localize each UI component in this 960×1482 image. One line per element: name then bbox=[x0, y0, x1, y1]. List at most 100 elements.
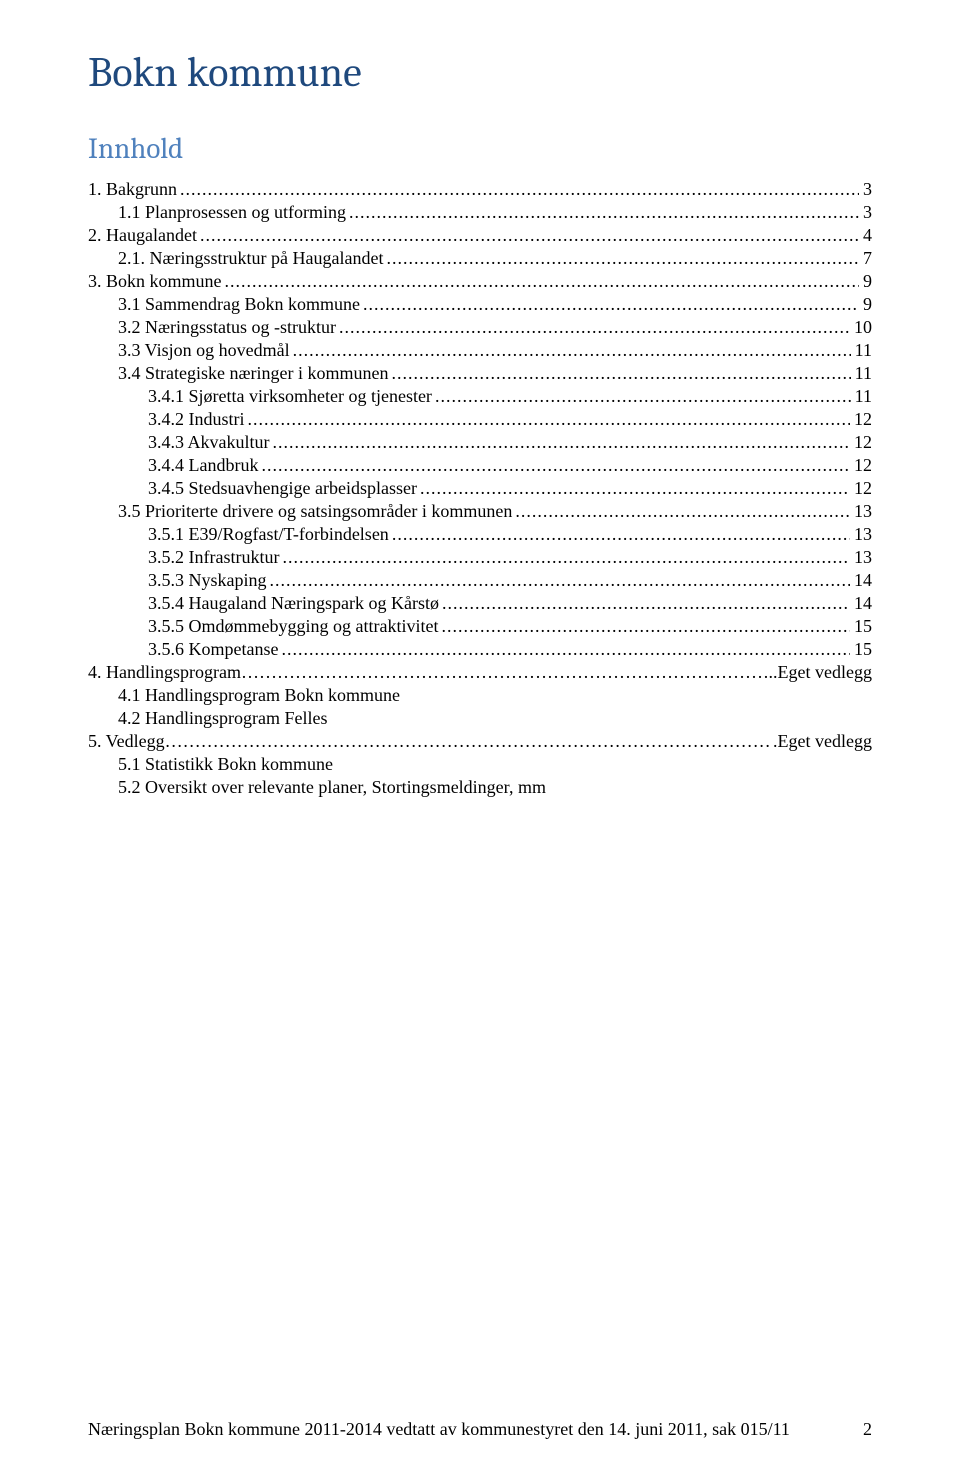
toc-page: 15 bbox=[853, 617, 872, 635]
toc-entry: 3.5.4 Haugaland Næringspark og Kårstø 14 bbox=[148, 594, 872, 612]
toc-leader bbox=[180, 180, 859, 198]
toc-label: 3.4.3 Akvakultur bbox=[148, 433, 270, 451]
toc-page: 14 bbox=[853, 594, 872, 612]
toc-leader bbox=[165, 732, 772, 750]
toc-entry: 3.5.5 Omdømmebygging og attraktivitet 15 bbox=[148, 617, 872, 635]
toc-label: 3.2 Næringsstatus og -struktur bbox=[118, 318, 336, 336]
toc-label: 3.5.3 Nyskaping bbox=[148, 571, 267, 589]
toc-entry: 1. Bakgrunn 3 bbox=[88, 180, 872, 198]
toc-page: 4 bbox=[862, 226, 872, 244]
toc-page: 11 bbox=[854, 387, 872, 405]
toc-leader bbox=[273, 433, 851, 451]
toc-leader bbox=[386, 249, 859, 267]
toc-page: ..Eget vedlegg bbox=[768, 663, 872, 681]
toc-leader bbox=[391, 364, 850, 382]
toc-label: 5. Vedlegg bbox=[88, 732, 165, 750]
toc-entry: 5. Vedlegg .Eget vedlegg bbox=[88, 732, 872, 750]
toc-leader bbox=[200, 226, 859, 244]
toc-entry: 4.2 Handlingsprogram Felles bbox=[118, 709, 872, 727]
toc-label: 3.4.5 Stedsuavhengige arbeidsplasser bbox=[148, 479, 417, 497]
toc-label: 3.4 Strategiske næringer i kommunen bbox=[118, 364, 388, 382]
toc-page: 12 bbox=[853, 410, 872, 428]
toc-entry: 3.4 Strategiske næringer i kommunen 11 bbox=[118, 364, 872, 382]
toc-page: 3 bbox=[862, 203, 872, 221]
toc-entry: 2.1. Næringsstruktur på Haugalandet 7 bbox=[118, 249, 872, 267]
toc-leader bbox=[442, 594, 850, 612]
toc-entry: 3.3 Visjon og hovedmål 11 bbox=[118, 341, 872, 359]
toc-page: 10 bbox=[853, 318, 872, 336]
toc-entry: 3. Bokn kommune 9 bbox=[88, 272, 872, 290]
toc-leader bbox=[515, 502, 850, 520]
toc-label: 2. Haugalandet bbox=[88, 226, 197, 244]
toc-leader bbox=[293, 341, 851, 359]
toc-entry: 3.4.1 Sjøretta virksomheter og tjenester… bbox=[148, 387, 872, 405]
toc-page: 14 bbox=[853, 571, 872, 589]
toc-entry: 3.5.2 Infrastruktur 13 bbox=[148, 548, 872, 566]
toc-label: 4. Handlingsprogram bbox=[88, 663, 241, 681]
toc-entry: 4.1 Handlingsprogram Bokn kommune bbox=[118, 686, 872, 704]
table-of-contents: 1. Bakgrunn 31.1 Planprosessen og utform… bbox=[88, 180, 872, 796]
page-number: 2 bbox=[863, 1419, 872, 1440]
toc-entry: 1.1 Planprosessen og utforming 3 bbox=[118, 203, 872, 221]
toc-label: 3.5 Prioriterte drivere og satsingsområd… bbox=[118, 502, 512, 520]
toc-label: 5.1 Statistikk Bokn kommune bbox=[118, 755, 333, 773]
toc-entry: 5.1 Statistikk Bokn kommune bbox=[118, 755, 872, 773]
toc-entry: 4. Handlingsprogram ..Eget vedlegg bbox=[88, 663, 872, 681]
toc-page: 12 bbox=[853, 456, 872, 474]
toc-label: 1. Bakgrunn bbox=[88, 180, 177, 198]
toc-page: 9 bbox=[862, 295, 872, 313]
toc-label: 4.2 Handlingsprogram Felles bbox=[118, 709, 327, 727]
toc-page: 11 bbox=[854, 364, 872, 382]
toc-page: 7 bbox=[862, 249, 872, 267]
toc-leader bbox=[435, 387, 851, 405]
toc-entry: 3.5.3 Nyskaping 14 bbox=[148, 571, 872, 589]
toc-leader bbox=[270, 571, 851, 589]
toc-page: 9 bbox=[862, 272, 872, 290]
toc-page: .Eget vedlegg bbox=[772, 732, 872, 750]
toc-label: 3.4.2 Industri bbox=[148, 410, 245, 428]
toc-label: 3.3 Visjon og hovedmål bbox=[118, 341, 290, 359]
toc-label: 3.5.6 Kompetanse bbox=[148, 640, 278, 658]
toc-leader bbox=[282, 548, 850, 566]
toc-leader bbox=[349, 203, 859, 221]
toc-label: 1.1 Planprosessen og utforming bbox=[118, 203, 346, 221]
toc-page: 12 bbox=[853, 479, 872, 497]
toc-label: 2.1. Næringsstruktur på Haugalandet bbox=[118, 249, 383, 267]
toc-entry: 3.5.6 Kompetanse 15 bbox=[148, 640, 872, 658]
toc-entry: 3.5.1 E39/Rogfast/T-forbindelsen 13 bbox=[148, 525, 872, 543]
toc-leader bbox=[339, 318, 850, 336]
toc-entry: 3.4.2 Industri 12 bbox=[148, 410, 872, 428]
toc-page: 13 bbox=[853, 548, 872, 566]
toc-label: 3.5.5 Omdømmebygging og attraktivitet bbox=[148, 617, 438, 635]
toc-entry: 5.2 Oversikt over relevante planer, Stor… bbox=[118, 778, 872, 796]
toc-page: 12 bbox=[853, 433, 872, 451]
toc-entry: 3.1 Sammendrag Bokn kommune 9 bbox=[118, 295, 872, 313]
toc-page: 13 bbox=[853, 502, 872, 520]
footer-text: Næringsplan Bokn kommune 2011-2014 vedta… bbox=[88, 1419, 790, 1440]
toc-leader bbox=[281, 640, 850, 658]
toc-label: 3.1 Sammendrag Bokn kommune bbox=[118, 295, 360, 313]
toc-leader bbox=[441, 617, 850, 635]
toc-leader bbox=[392, 525, 850, 543]
toc-label: 3. Bokn kommune bbox=[88, 272, 222, 290]
toc-entry: 3.2 Næringsstatus og -struktur 10 bbox=[118, 318, 872, 336]
toc-page: 13 bbox=[853, 525, 872, 543]
toc-leader bbox=[261, 456, 850, 474]
toc-page: 15 bbox=[853, 640, 872, 658]
toc-label: 4.1 Handlingsprogram Bokn kommune bbox=[118, 686, 400, 704]
toc-label: 3.5.1 E39/Rogfast/T-forbindelsen bbox=[148, 525, 389, 543]
toc-label: 3.5.2 Infrastruktur bbox=[148, 548, 279, 566]
toc-entry: 3.5 Prioriterte drivere og satsingsområd… bbox=[118, 502, 872, 520]
toc-label: 3.4.4 Landbruk bbox=[148, 456, 258, 474]
toc-entry: 3.4.3 Akvakultur 12 bbox=[148, 433, 872, 451]
toc-label: 3.4.1 Sjøretta virksomheter og tjenester bbox=[148, 387, 432, 405]
document-title: Bokn kommune bbox=[88, 48, 872, 97]
toc-leader bbox=[363, 295, 859, 313]
toc-leader bbox=[225, 272, 860, 290]
toc-label: 3.5.4 Haugaland Næringspark og Kårstø bbox=[148, 594, 439, 612]
toc-heading: Innhold bbox=[88, 133, 872, 166]
toc-entry: 3.4.5 Stedsuavhengige arbeidsplasser 12 bbox=[148, 479, 872, 497]
toc-entry: 2. Haugalandet 4 bbox=[88, 226, 872, 244]
toc-leader bbox=[241, 663, 768, 681]
toc-page: 3 bbox=[862, 180, 872, 198]
